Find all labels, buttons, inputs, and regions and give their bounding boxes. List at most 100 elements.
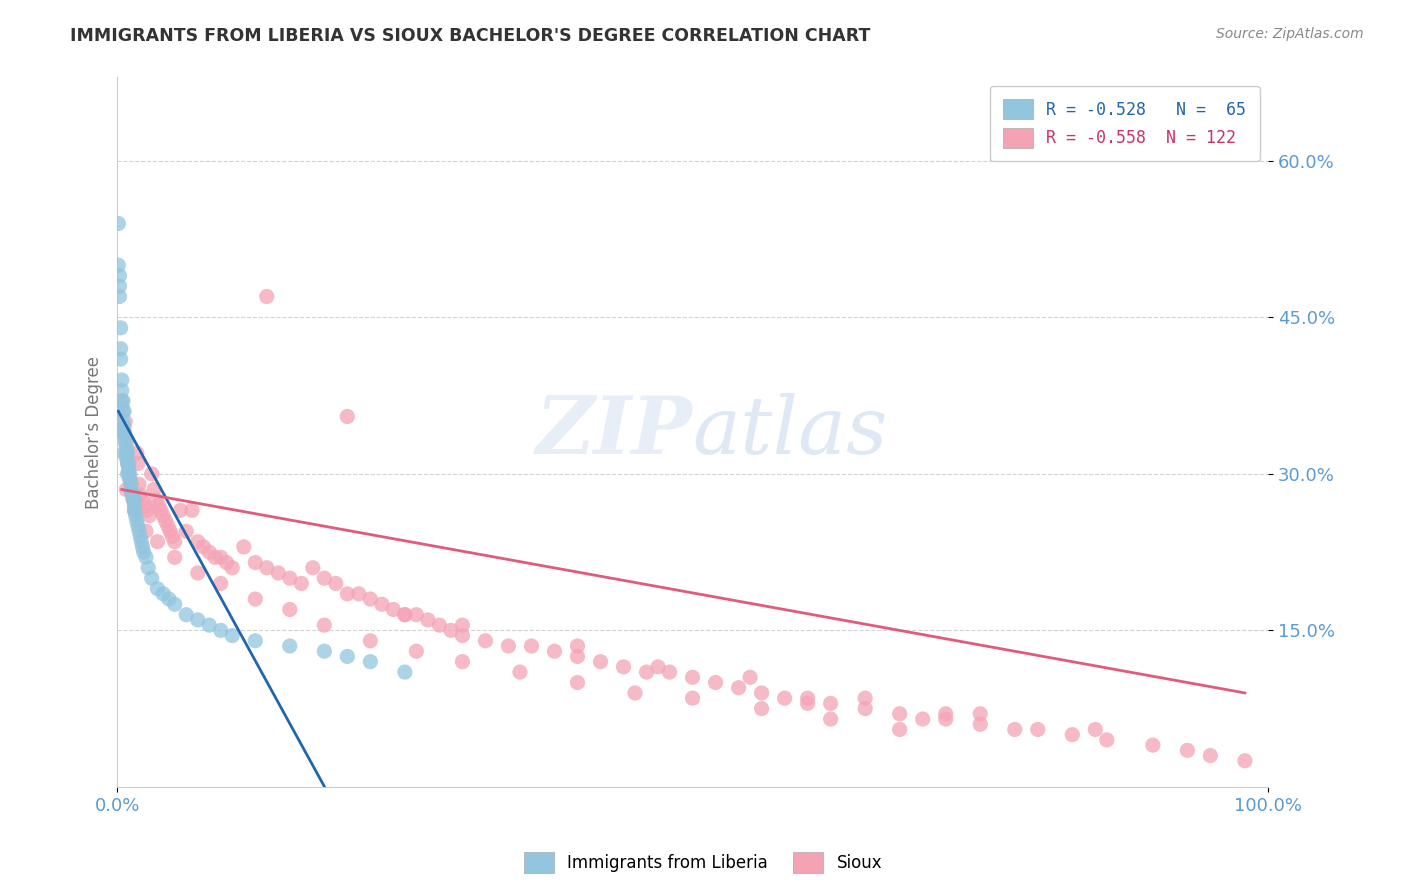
Point	[127, 457, 149, 471]
Point	[122, 492, 145, 507]
Point	[163, 534, 186, 549]
Point	[145, 492, 167, 507]
Text: IMMIGRANTS FROM LIBERIA VS SIOUX BACHELOR'S DEGREE CORRELATION CHART: IMMIGRANTS FROM LIBERIA VS SIOUX BACHELO…	[70, 27, 870, 45]
Point	[474, 633, 496, 648]
Point	[112, 404, 135, 418]
Point	[163, 597, 186, 611]
Point	[451, 629, 474, 643]
Point	[382, 602, 405, 616]
Point	[117, 446, 139, 460]
Point	[682, 691, 704, 706]
Point	[359, 655, 381, 669]
Point	[520, 639, 543, 653]
Point	[129, 529, 152, 543]
Point	[589, 655, 612, 669]
Point	[110, 425, 132, 439]
Point	[152, 508, 174, 523]
Point	[138, 508, 160, 523]
Text: ZIP: ZIP	[536, 393, 693, 471]
Point	[416, 613, 439, 627]
Point	[146, 582, 169, 596]
Point	[221, 561, 243, 575]
Point	[394, 607, 416, 622]
Point	[111, 399, 134, 413]
Point	[193, 540, 215, 554]
Point	[124, 503, 146, 517]
Point	[141, 467, 163, 481]
Point	[125, 446, 148, 460]
Point	[256, 289, 278, 303]
Point	[131, 492, 153, 507]
Point	[636, 665, 658, 679]
Point	[107, 217, 129, 231]
Point	[209, 576, 232, 591]
Point	[245, 633, 267, 648]
Point	[187, 566, 209, 580]
Point	[131, 540, 153, 554]
Point	[612, 660, 634, 674]
Point	[509, 665, 531, 679]
Point	[187, 613, 209, 627]
Point	[796, 691, 818, 706]
Point	[215, 556, 238, 570]
Point	[232, 540, 254, 554]
Point	[115, 446, 138, 460]
Point	[336, 587, 359, 601]
Point	[624, 686, 647, 700]
Point	[120, 483, 142, 497]
Point	[174, 524, 197, 539]
Point	[129, 488, 152, 502]
Point	[114, 435, 136, 450]
Point	[143, 483, 166, 497]
Point	[120, 477, 142, 491]
Point	[134, 498, 156, 512]
Point	[125, 514, 148, 528]
Point	[118, 472, 141, 486]
Point	[336, 409, 359, 424]
Point	[121, 488, 143, 502]
Point	[245, 556, 267, 570]
Point	[181, 503, 204, 517]
Point	[820, 712, 842, 726]
Point	[935, 712, 957, 726]
Point	[969, 706, 991, 721]
Point	[127, 519, 149, 533]
Point	[1142, 738, 1164, 752]
Point	[112, 446, 135, 460]
Point	[371, 597, 394, 611]
Point	[567, 649, 589, 664]
Point	[853, 701, 876, 715]
Point	[567, 639, 589, 653]
Point	[796, 697, 818, 711]
Point	[146, 534, 169, 549]
Point	[440, 624, 463, 638]
Point	[115, 483, 138, 497]
Point	[543, 644, 565, 658]
Point	[136, 561, 159, 575]
Point	[114, 430, 136, 444]
Point	[911, 712, 934, 726]
Point	[131, 534, 153, 549]
Point	[1062, 728, 1084, 742]
Point	[394, 665, 416, 679]
Point	[314, 644, 336, 658]
Point	[405, 607, 427, 622]
Point	[314, 618, 336, 632]
Point	[118, 461, 141, 475]
Point	[108, 268, 131, 283]
Point	[162, 529, 184, 543]
Point	[1175, 743, 1198, 757]
Point	[727, 681, 749, 695]
Point	[117, 457, 139, 471]
Point	[115, 451, 138, 466]
Point	[889, 723, 911, 737]
Point	[1199, 748, 1222, 763]
Point	[110, 352, 132, 367]
Point	[935, 706, 957, 721]
Point	[114, 415, 136, 429]
Point	[136, 503, 159, 517]
Point	[128, 477, 150, 491]
Point	[111, 373, 134, 387]
Point	[209, 550, 232, 565]
Point	[112, 425, 135, 439]
